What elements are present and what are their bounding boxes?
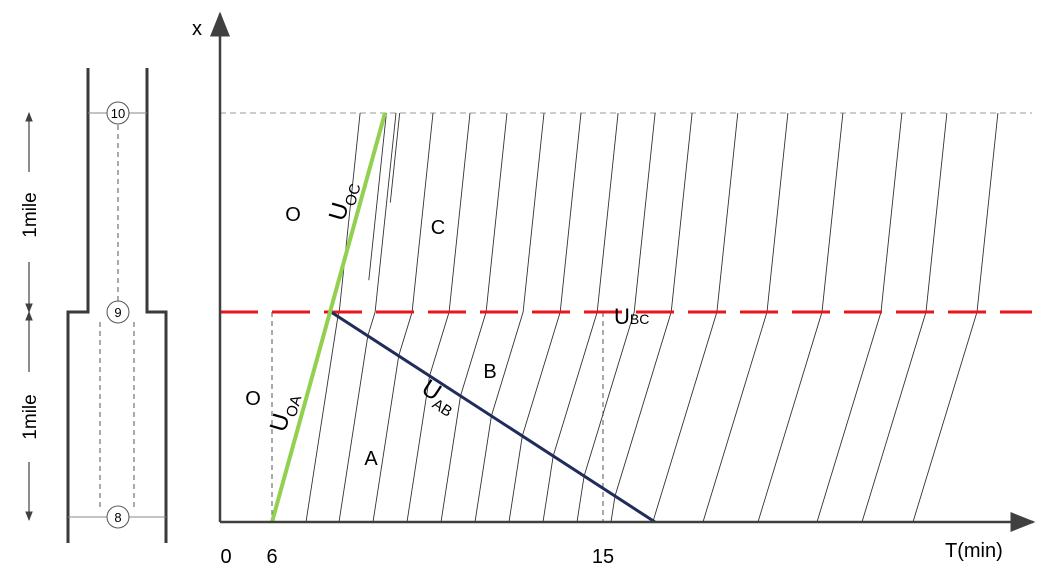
y-axis-label: x [192, 18, 202, 40]
wave-ab-line [330, 310, 656, 524]
vehicle-trajectory [757, 112, 844, 523]
vehicle-trajectory [389, 112, 401, 203]
vehicle-trajectory [702, 112, 789, 523]
wave-label-oc: UOC [324, 178, 365, 225]
station-9-label: 9 [114, 305, 121, 320]
segment-length-upper: 1mile [20, 192, 41, 237]
region-o-upper: O [285, 204, 301, 226]
x-tick-15: 15 [592, 546, 614, 568]
vehicle-trajectory [372, 112, 434, 523]
x-axis-label: T(min) [945, 540, 1003, 562]
wave-oa-oc-line [270, 112, 387, 523]
region-o-lower: O [245, 388, 261, 410]
vehicle-trajectory [406, 112, 471, 523]
road-left-edge [66, 68, 90, 543]
vehicle-trajectory [474, 112, 545, 523]
vehicle-trajectory [816, 112, 903, 523]
station-8-marker: 8 [106, 505, 130, 529]
vehicle-trajectory [338, 112, 397, 523]
vehicle-trajectory [542, 112, 619, 523]
wave-label-bc: UBC [614, 304, 649, 329]
station-10-marker: 10 [106, 101, 130, 125]
vehicle-trajectory [305, 112, 361, 523]
station-10-label: 10 [111, 106, 125, 121]
vehicle-trajectory [912, 112, 999, 523]
vehicle-trajectory [508, 112, 582, 523]
station-8-label: 8 [114, 510, 121, 525]
vehicle-trajectory [861, 112, 948, 523]
vehicle-trajectory [610, 112, 693, 523]
vehicle-trajectory [440, 112, 508, 523]
vehicle-trajectory [368, 112, 387, 281]
vehicle-trajectory [652, 112, 739, 523]
x-tick-0: 0 [220, 546, 231, 568]
wave-label-ab: UAB [415, 374, 463, 420]
region-a: A [364, 448, 378, 470]
segment-length-lower: 1mile [20, 394, 41, 439]
vehicle-trajectories [305, 112, 999, 523]
x-tick-6: 6 [266, 546, 277, 568]
station-9-marker: 9 [106, 300, 130, 324]
road-right-edge [145, 68, 168, 543]
roadway-schematic: 10 9 8 1mile 1mile [20, 68, 168, 543]
region-c: C [431, 217, 445, 239]
vehicle-trajectory [576, 112, 656, 523]
region-b: B [483, 361, 496, 383]
